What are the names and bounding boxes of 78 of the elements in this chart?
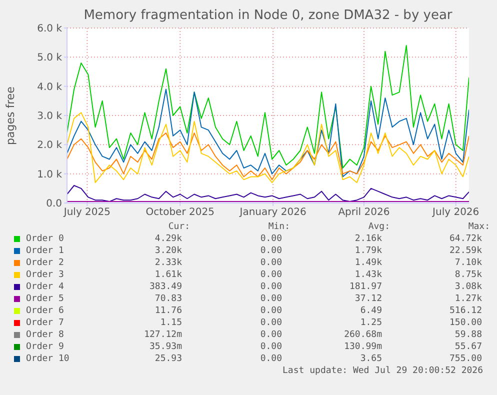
- legend-label: Order 2: [26, 258, 64, 268]
- text: 2.33k: [154, 258, 182, 268]
- text: Last update: Wed Jul 29 20:00:52 2026: [282, 366, 483, 376]
- text: 1.25: [360, 318, 382, 328]
- legend-label: Order 9: [26, 342, 64, 352]
- legend-label: Order 7: [26, 318, 64, 328]
- y-tick-label: 1.0 k: [37, 169, 62, 180]
- text: 130.99m: [344, 342, 382, 352]
- text: 127.12m: [144, 330, 182, 340]
- text: 1.49k: [354, 258, 382, 268]
- line-series: [67, 88, 469, 178]
- text: 7.10k: [454, 258, 482, 268]
- x-tick-label: April 2026: [338, 207, 390, 218]
- text: 25.93: [154, 354, 182, 364]
- text: 3.65: [360, 354, 382, 364]
- legend-label: Order 10: [26, 354, 70, 364]
- text: 0.00: [260, 282, 282, 292]
- y-tick-label: 0.0: [46, 198, 62, 210]
- text: 59.88: [454, 330, 482, 340]
- text: Cur:: [168, 222, 190, 232]
- text: 4.29k: [154, 234, 182, 244]
- line-series: [67, 132, 469, 180]
- text: 1.43k: [354, 270, 382, 280]
- legend-label: Order 1: [26, 246, 64, 256]
- y-axis-title: pages free: [4, 86, 17, 145]
- text: 181.97: [349, 282, 382, 292]
- legend-label: Order 6: [26, 306, 64, 316]
- y-tick-label: 3.0 k: [37, 111, 62, 122]
- text: 0.00: [260, 342, 282, 352]
- text: 22.59k: [449, 246, 482, 256]
- text: 0.00: [260, 318, 282, 328]
- x-tick-label: January 2026: [238, 207, 306, 218]
- text: Avg:: [368, 222, 390, 232]
- text: Max:: [468, 222, 490, 232]
- x-tick-label: October 2025: [146, 207, 214, 218]
- text: 55.67: [454, 342, 482, 352]
- y-tick-label: 4.0 k: [37, 82, 62, 93]
- legend-label: Order 3: [26, 270, 64, 280]
- text: 11.76: [154, 306, 182, 316]
- text: 64.72k: [449, 234, 482, 244]
- legend-label: Order 0: [26, 234, 64, 244]
- y-tick-label: 5.0 k: [37, 52, 62, 64]
- text: 6.49: [360, 306, 382, 316]
- y-tick-label: 6.0 k: [37, 24, 62, 35]
- chart-title: Memory fragmentation in Node 0, zone DMA32 - by year: [82, 8, 454, 23]
- text: Min:: [268, 222, 290, 232]
- text: 3.08k: [454, 282, 482, 292]
- text: 150.00: [449, 318, 482, 328]
- text: 260.68m: [344, 330, 382, 340]
- y-tick-label: 2.0 k: [37, 140, 62, 152]
- x-tick-label: July 2025: [62, 207, 111, 218]
- text: 0.00: [260, 294, 282, 304]
- x-tick-label: July 2026: [432, 207, 480, 218]
- legend-label: Order 8: [26, 330, 64, 340]
- legend-label: Order 4: [26, 282, 64, 292]
- line-series: [67, 112, 469, 184]
- text: 0.00: [260, 234, 282, 244]
- text: 8.75k: [454, 270, 482, 280]
- text: 0.00: [260, 330, 282, 340]
- text: 1.61k: [154, 270, 182, 280]
- text: 0.00: [260, 270, 282, 280]
- text: 755.00: [449, 354, 482, 364]
- text: 516.12: [449, 306, 482, 316]
- text: 35.93m: [149, 342, 182, 352]
- text: 383.49: [149, 282, 182, 292]
- line-series: [67, 45, 469, 168]
- text: 0.00: [260, 246, 282, 256]
- legend-label: Order 5: [26, 294, 64, 304]
- text: 3.20k: [154, 246, 182, 256]
- text: 1.15: [160, 318, 182, 328]
- text: 1.27k: [454, 294, 482, 304]
- text: 37.12: [354, 294, 382, 304]
- text: 0.00: [260, 306, 282, 316]
- text: 70.83: [154, 294, 182, 304]
- text: 0.00: [260, 258, 282, 268]
- text: 1.79k: [354, 246, 382, 256]
- text: 0.00: [260, 354, 282, 364]
- text: 2.16k: [354, 234, 382, 244]
